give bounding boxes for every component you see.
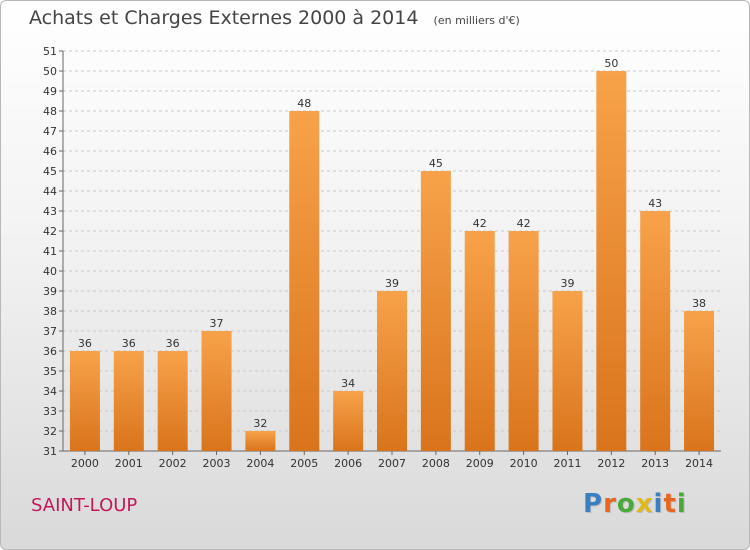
bar-value-label: 38 — [692, 297, 706, 310]
title-row: Achats et Charges Externes 2000 à 2014 (… — [29, 7, 520, 29]
bar — [464, 231, 495, 451]
x-tick-label: 2014 — [685, 457, 713, 470]
y-tick-label: 34 — [43, 385, 57, 398]
y-tick-label: 43 — [43, 205, 57, 218]
logo-letter: P — [583, 489, 604, 519]
logo-letter: i — [676, 489, 687, 519]
y-tick-label: 44 — [43, 185, 57, 198]
y-tick-label: 46 — [43, 145, 57, 158]
bar — [69, 351, 100, 451]
y-tick-label: 33 — [43, 405, 57, 418]
bar-value-label: 39 — [560, 277, 574, 290]
bar-value-label: 37 — [210, 317, 224, 330]
logo-letter: t — [663, 489, 677, 519]
y-tick-label: 35 — [43, 365, 57, 378]
x-tick-label: 2002 — [159, 457, 187, 470]
x-tick-label: 2009 — [466, 457, 494, 470]
logo-letter: x — [635, 489, 654, 519]
logo-letter: i — [653, 489, 664, 519]
x-tick-label: 2013 — [641, 457, 669, 470]
y-tick-label: 47 — [43, 125, 57, 138]
bar — [333, 391, 364, 451]
bar — [552, 291, 583, 451]
bar-value-label: 32 — [253, 417, 267, 430]
place-name: SAINT-LOUP — [31, 495, 138, 516]
y-tick-label: 37 — [43, 325, 57, 338]
bar — [640, 211, 671, 451]
bar — [377, 291, 407, 451]
y-tick-label: 41 — [43, 245, 57, 258]
x-tick-label: 2000 — [71, 457, 99, 470]
y-tick-label: 36 — [43, 345, 57, 358]
x-tick-label: 2004 — [246, 457, 274, 470]
bar-value-label: 45 — [429, 157, 443, 170]
x-tick-label: 2011 — [553, 457, 581, 470]
y-tick-label: 48 — [43, 105, 57, 118]
bar-value-label: 36 — [166, 337, 180, 350]
chart-subtitle: (en milliers d'€) — [433, 14, 520, 27]
logo-letter: o — [616, 489, 636, 519]
y-tick-label: 51 — [43, 45, 57, 58]
bar-value-label: 42 — [517, 217, 531, 230]
bar — [245, 431, 276, 451]
bar-value-label: 42 — [473, 217, 487, 230]
x-tick-label: 2007 — [378, 457, 406, 470]
x-tick-label: 2008 — [422, 457, 450, 470]
y-tick-label: 49 — [43, 85, 57, 98]
y-tick-label: 45 — [43, 165, 57, 178]
y-tick-label: 50 — [43, 65, 57, 78]
bar — [289, 111, 320, 451]
x-tick-label: 2003 — [203, 457, 231, 470]
y-tick-label: 39 — [43, 285, 57, 298]
bar-value-label: 36 — [78, 337, 92, 350]
x-tick-label: 2010 — [510, 457, 538, 470]
bar-value-label: 50 — [604, 57, 618, 70]
bar — [420, 171, 451, 451]
bar-value-label: 36 — [122, 337, 136, 350]
chart-title: Achats et Charges Externes 2000 à 2014 — [29, 7, 419, 29]
bar — [508, 231, 539, 451]
bar — [201, 331, 232, 451]
x-tick-label: 2012 — [597, 457, 625, 470]
bar-value-label: 48 — [297, 97, 311, 110]
bar-chart: 31 32 33 34 35 36 37 38 39 40 41 42 43 44 45 46 47 48 49 50… — [43, 45, 721, 470]
y-tick-label: 40 — [43, 265, 57, 278]
logo-letter: r — [603, 489, 617, 519]
y-tick-label: 38 — [43, 305, 57, 318]
bar — [684, 311, 715, 451]
bar — [113, 351, 144, 451]
bar-value-label: 43 — [648, 197, 662, 210]
proxiti-logo[interactable]: Proxiti — [583, 489, 687, 519]
x-tick-label: 2001 — [115, 457, 143, 470]
y-tick-label: 32 — [43, 425, 57, 438]
bar-value-label: 34 — [341, 377, 355, 390]
bar — [157, 351, 188, 451]
x-tick-label: 2005 — [290, 457, 318, 470]
y-tick-label: 42 — [43, 225, 57, 238]
x-tick-label: 2006 — [334, 457, 362, 470]
bar — [596, 71, 627, 451]
y-tick-label: 31 — [43, 445, 57, 458]
bar-value-label: 39 — [385, 277, 399, 290]
